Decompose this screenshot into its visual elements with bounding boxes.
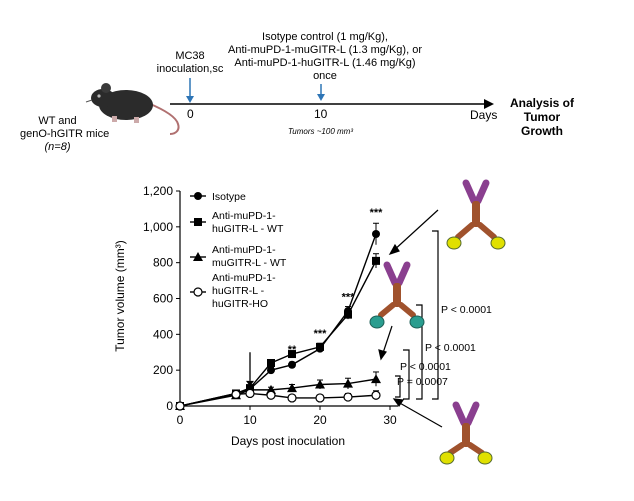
legend-label-hugitr-wt-line1: Anti-muPD-1- — [212, 210, 276, 222]
pointer-arrows — [378, 209, 443, 428]
mice-n: (n=8) — [44, 141, 71, 153]
timeline-tick-start: 0 — [187, 107, 194, 121]
pvalue-4: P = 0.0007 — [397, 376, 448, 388]
y-tick-label: 200 — [153, 363, 173, 377]
timeline-tick-dose: 10 — [314, 107, 328, 121]
data-point — [371, 374, 381, 384]
y-tick-label: 1,000 — [143, 220, 173, 234]
data-point — [267, 359, 275, 367]
endpoint-label: Analysis of Tumor Growth — [502, 96, 582, 138]
data-point — [315, 393, 325, 403]
data-point — [371, 390, 381, 400]
x-tick-label: 30 — [383, 413, 397, 427]
x-tick-label: 0 — [177, 413, 184, 427]
legend-label-isotype: Isotype — [212, 191, 246, 203]
treatment-label: Isotype control (1 mg/Kg), Anti-muPD-1-m… — [205, 31, 445, 83]
data-point — [315, 379, 325, 389]
treatment-arrow — [317, 84, 325, 101]
data-point — [288, 350, 296, 359]
mice-label-line2: genO-hGITR mice — [20, 128, 110, 140]
pvalue-3: P < 0.0001 — [400, 361, 451, 373]
inoculation-line1: MC38 — [175, 50, 205, 62]
data-point — [344, 310, 352, 319]
endpoint-line1: Analysis of — [509, 96, 575, 110]
legend-label-mugitr-wt-line1: Anti-muPD-1- — [212, 244, 276, 256]
significance-label: *** — [342, 291, 356, 303]
dose-arrow-head — [246, 380, 254, 387]
legend-marker-mugitr-wt — [193, 252, 203, 261]
legend-label-hugitr-ho-line1: Anti-muPD-1- — [212, 272, 276, 284]
data-point — [343, 378, 353, 388]
treatment-line4: once — [313, 70, 337, 82]
chart-ticks: 0 200 400 600 800 1,000 1,200 0 10 20 30 — [143, 184, 397, 427]
legend-label-mugitr-wt-line2: muGITR-L - WT — [212, 257, 287, 269]
treatment-line2: Anti-muPD-1-muGITR-L (1.3 mg/Kg), or — [228, 44, 422, 56]
data-point — [267, 366, 275, 375]
bracket-4 — [395, 375, 401, 398]
chart-series — [175, 222, 381, 411]
mouse-icon — [85, 83, 180, 135]
pvalue-1: P < 0.0001 — [441, 304, 492, 316]
series-circle-open — [175, 388, 381, 411]
antibody-icon-top — [446, 179, 506, 250]
significance-brackets — [395, 230, 439, 400]
legend-label-hugitr-ho-line3: huGITR-HO — [212, 298, 268, 310]
chart-annotations: *********** — [246, 207, 384, 387]
bracket-1 — [432, 230, 439, 400]
mice-label: WT and genO-hGITR mice (n=8) — [20, 115, 110, 154]
data-point — [245, 388, 255, 399]
data-point — [231, 389, 241, 399]
timeline-arrowhead — [484, 99, 494, 109]
x-tick-label: 10 — [243, 413, 257, 427]
legend-marker-hugitr-ho — [193, 287, 203, 297]
y-tick-label: 600 — [153, 292, 173, 306]
bracket-3 — [403, 349, 410, 400]
data-point — [372, 256, 380, 265]
data-point — [266, 390, 276, 400]
legend-label-hugitr-wt-line2: huGITR-L - WT — [212, 223, 284, 235]
treatment-line1: Isotype control (1 mg/Kg), — [262, 31, 388, 43]
y-axis-label: Tumor volume (mm³) — [113, 240, 127, 352]
y-tick-label: 400 — [153, 327, 173, 341]
treatment-line3: Anti-muPD-1-huGITR-L (1.46 mg/Kg) — [234, 57, 416, 69]
data-point — [175, 401, 185, 411]
legend-marker-hugitr-wt — [194, 218, 202, 226]
y-tick-label: 800 — [153, 256, 173, 270]
schema-graphics — [85, 78, 494, 135]
data-point — [287, 393, 297, 403]
data-point — [316, 342, 324, 351]
x-tick-label: 20 — [313, 413, 327, 427]
tumor-size-note: Tumors ~100 mm³ — [288, 127, 353, 136]
endpoint-line2: Tumor — [523, 110, 561, 124]
y-tick-label: 1,200 — [143, 184, 173, 198]
inoculation-label: MC38 inoculation,sc — [130, 50, 250, 76]
significance-label: ** — [288, 344, 297, 356]
y-tick-label: 0 — [166, 399, 173, 413]
inoculation-line2: inoculation,sc — [156, 63, 224, 75]
data-point — [343, 392, 353, 402]
series-triangle-filled — [175, 371, 381, 410]
antibody-icon-middle — [369, 261, 425, 329]
data-point — [287, 383, 297, 393]
timeline-unit: Days — [470, 108, 498, 122]
data-point — [372, 230, 380, 238]
x-axis-label: Days post inoculation — [231, 434, 345, 448]
antibody-icon-bottom — [439, 401, 493, 465]
inoculation-arrow — [186, 78, 194, 103]
legend-marker-isotype — [194, 192, 202, 200]
bracket-2 — [416, 304, 423, 400]
legend: Isotype Anti-muPD-1- huGITR-L - WT Anti-… — [190, 191, 287, 310]
significance-label: *** — [314, 328, 328, 340]
legend-label-hugitr-ho-line2: huGITR-L - — [212, 285, 265, 297]
pvalue-2: P < 0.0001 — [425, 342, 476, 354]
mice-label-line1: WT and — [38, 115, 77, 127]
endpoint-line3: Growth — [521, 124, 563, 138]
data-point — [288, 360, 296, 369]
significance-label: *** — [370, 207, 384, 219]
